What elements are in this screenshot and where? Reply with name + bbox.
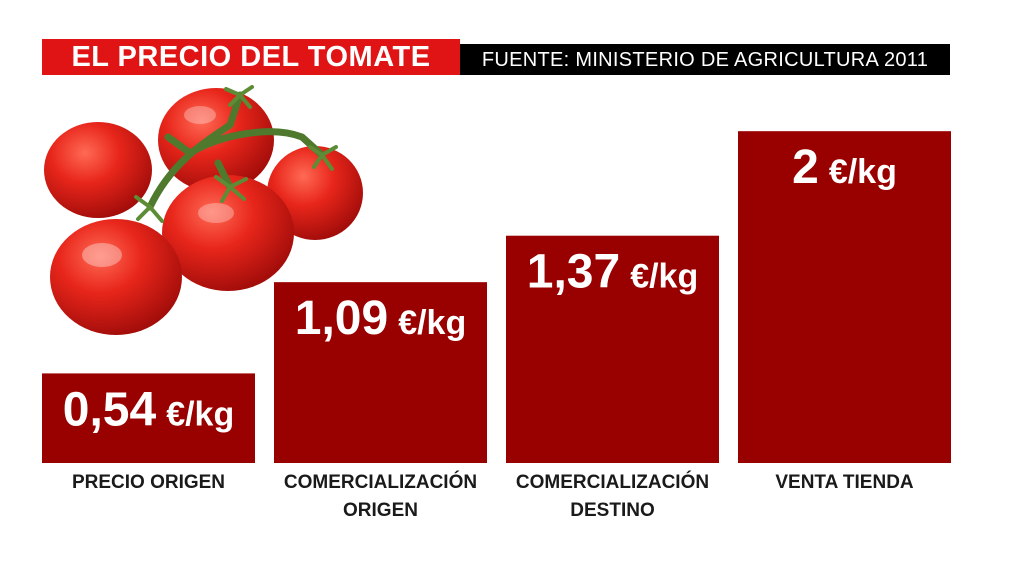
value-label-4: 2 €/kg bbox=[792, 141, 897, 194]
category-label-3-line-2: DESTINO bbox=[570, 500, 654, 521]
value-label-2: 1,09 €/kg bbox=[295, 292, 466, 345]
category-label-3-line-1: COMERCIALIZACIÓN bbox=[516, 471, 709, 493]
source-label: FUENTE: MINISTERIO DE AGRICULTURA 2011 bbox=[460, 44, 950, 75]
category-label-1-line-1: PRECIO ORIGEN bbox=[72, 472, 225, 493]
value-label-1: 0,54 €/kg bbox=[63, 383, 234, 436]
bar-4 bbox=[738, 131, 951, 463]
category-label-2-line-1: COMERCIALIZACIÓN bbox=[284, 471, 477, 493]
bar-2 bbox=[274, 282, 487, 463]
chart-title: EL PRECIO DEL TOMATE bbox=[42, 39, 460, 75]
tomato-vine-icon bbox=[44, 85, 363, 335]
category-label-2-line-2: ORIGEN bbox=[343, 500, 418, 521]
value-label-3: 1,37 €/kg bbox=[527, 246, 698, 299]
bar-3 bbox=[506, 235, 719, 463]
category-label-4-line-1: VENTA TIENDA bbox=[775, 472, 914, 493]
bar-1 bbox=[42, 373, 255, 463]
